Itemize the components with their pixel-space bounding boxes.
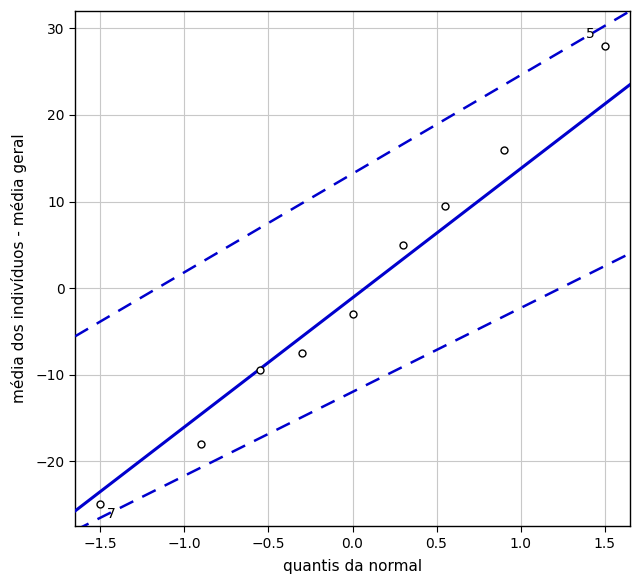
X-axis label: quantis da normal: quantis da normal	[283, 559, 422, 574]
Text: 7: 7	[107, 507, 116, 521]
Text: 5: 5	[586, 27, 595, 42]
Y-axis label: média dos indivíduos - média geral: média dos indivíduos - média geral	[11, 134, 27, 404]
